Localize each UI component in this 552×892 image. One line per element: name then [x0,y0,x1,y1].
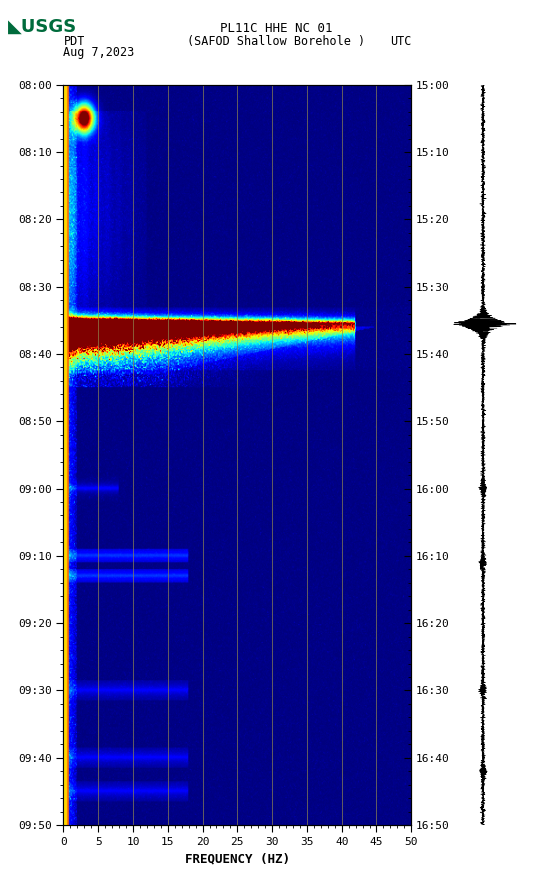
X-axis label: FREQUENCY (HZ): FREQUENCY (HZ) [185,853,290,865]
Text: ◣USGS: ◣USGS [8,18,77,36]
Text: PDT: PDT [63,35,85,48]
Text: Aug 7,2023: Aug 7,2023 [63,46,135,60]
Text: PL11C HHE NC 01: PL11C HHE NC 01 [220,22,332,36]
Text: UTC: UTC [390,35,411,48]
Text: (SAFOD Shallow Borehole ): (SAFOD Shallow Borehole ) [187,35,365,48]
